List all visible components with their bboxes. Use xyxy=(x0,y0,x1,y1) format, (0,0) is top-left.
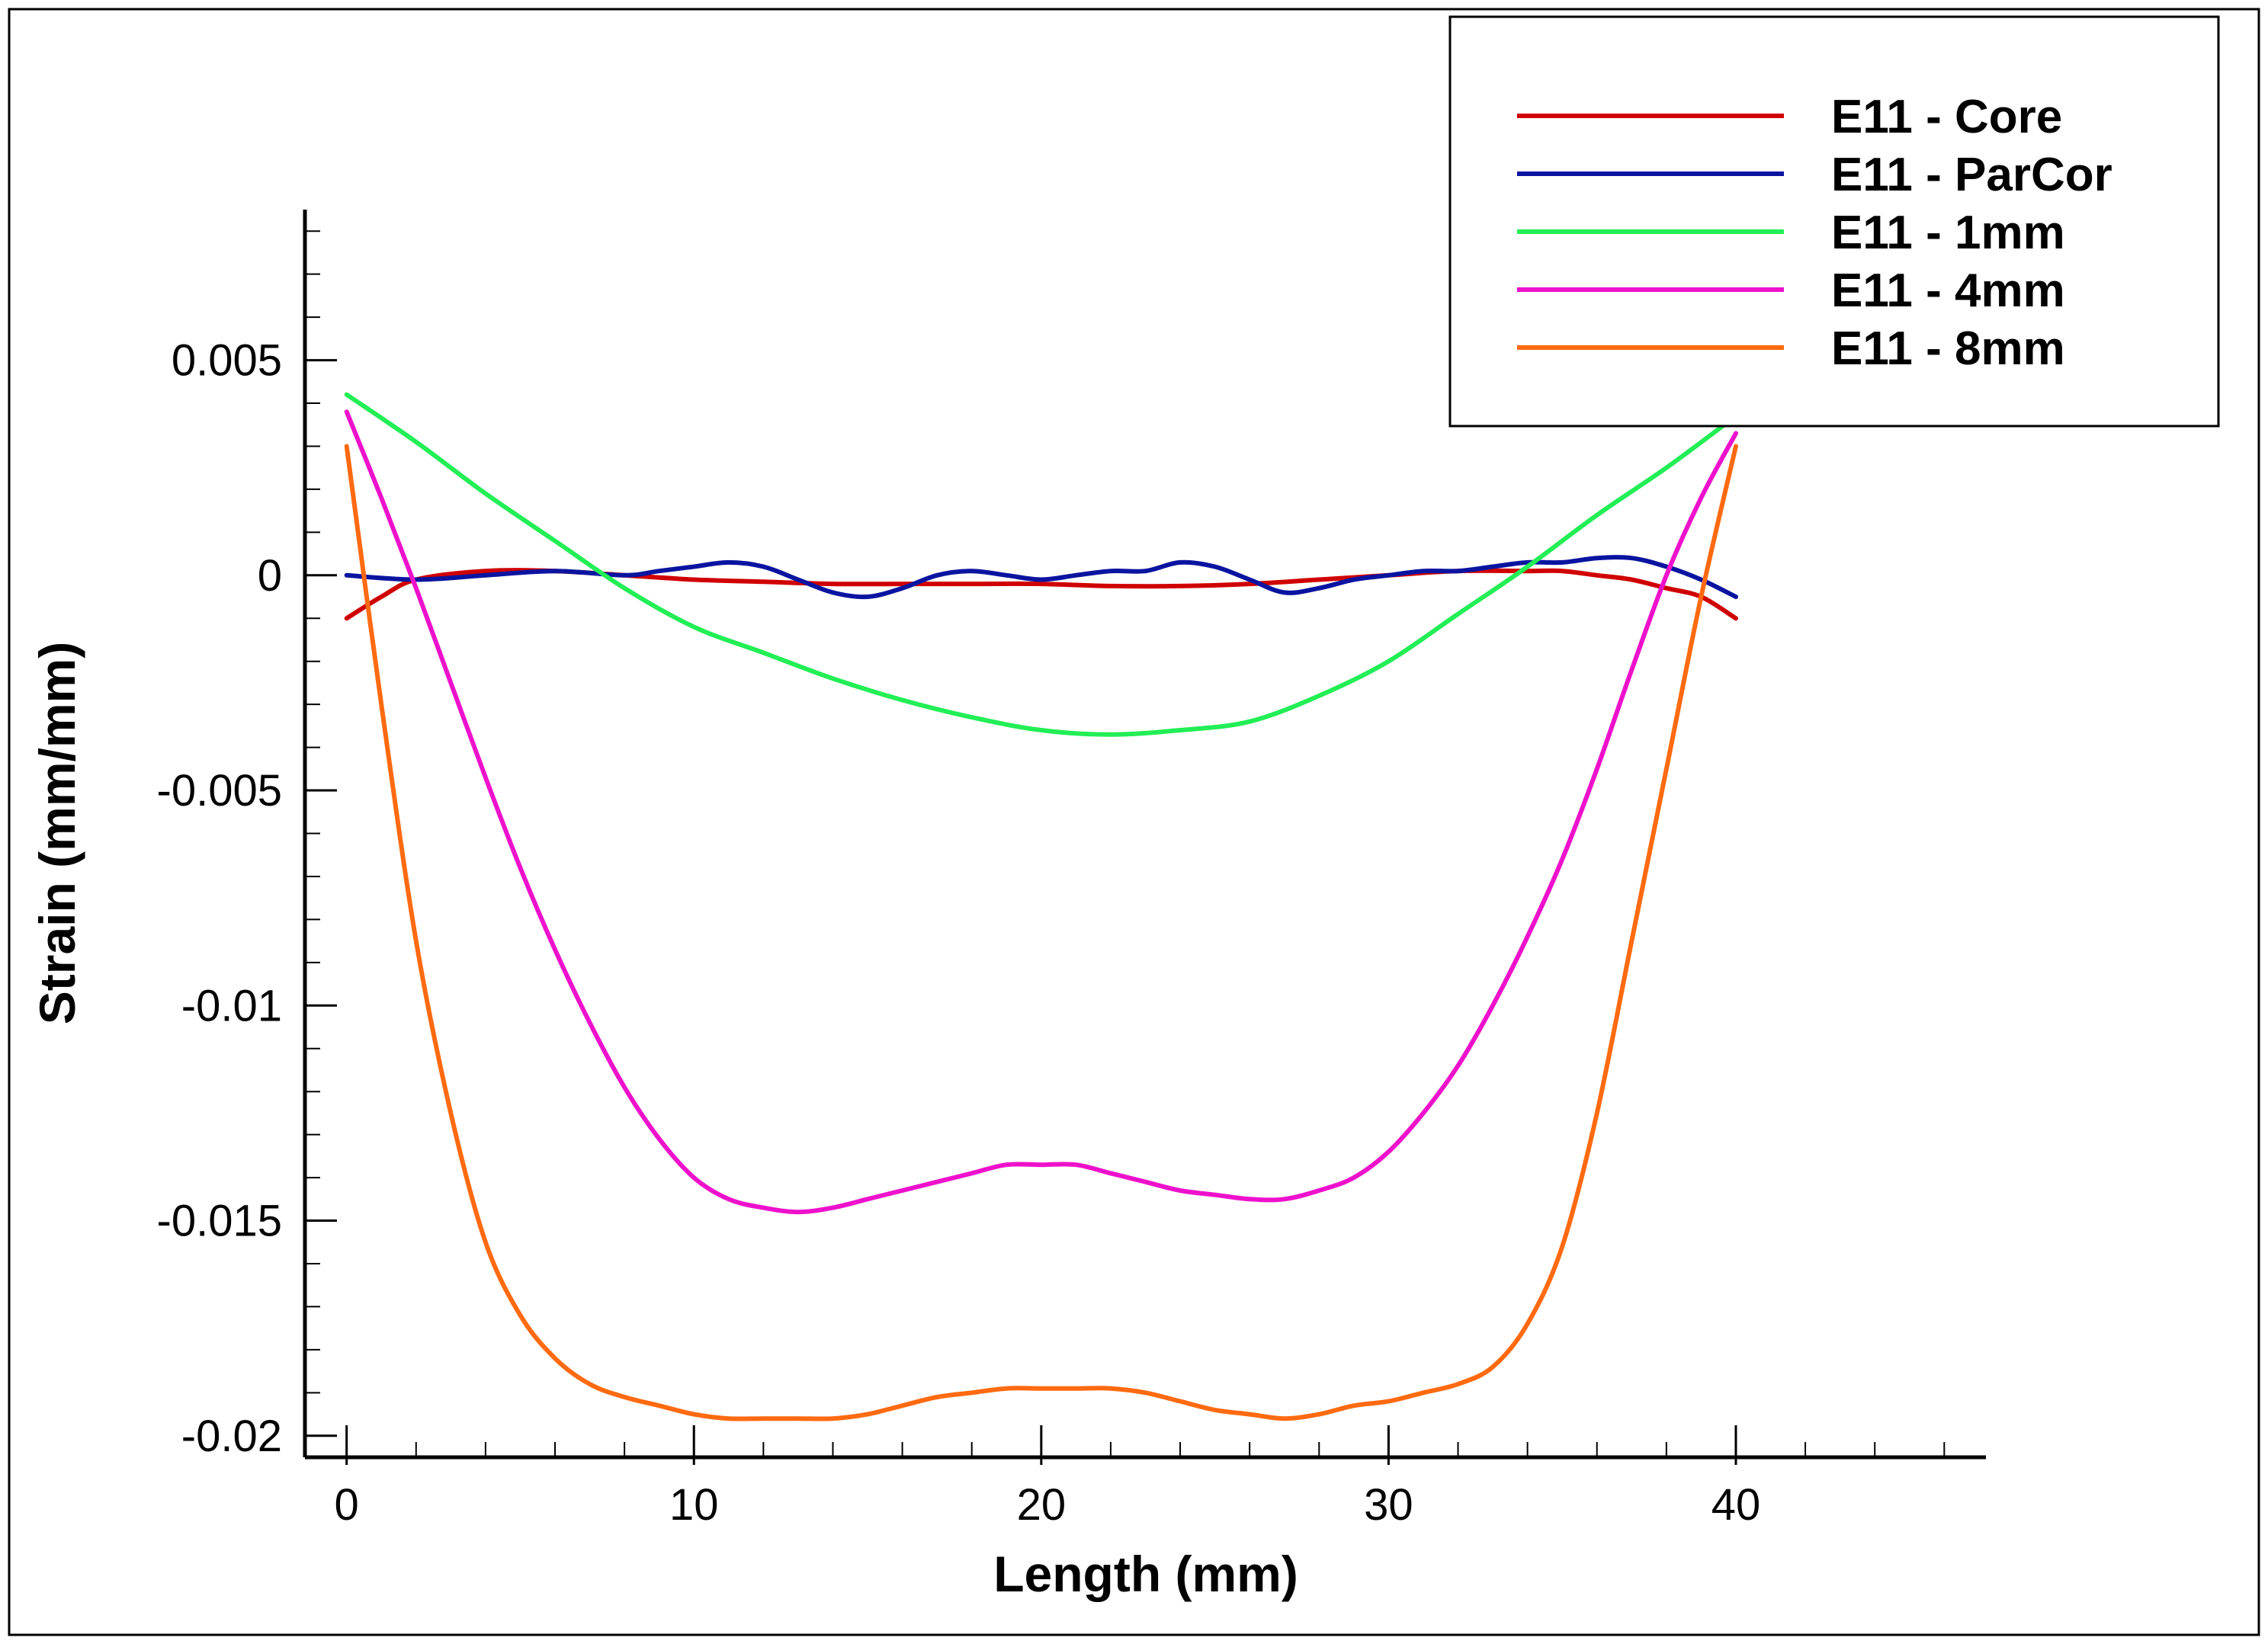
x-tick-label: 40 xyxy=(1711,1480,1761,1530)
series-layer xyxy=(344,392,1738,1421)
y-tick-label: 0.005 xyxy=(172,336,282,386)
y-tick-label: -0.01 xyxy=(181,981,282,1030)
y-axis-title: Strain (mm/mm) xyxy=(29,642,85,1024)
x-tick-label: 10 xyxy=(669,1480,719,1530)
x-tick-label: 30 xyxy=(1364,1480,1413,1530)
series-line-3 xyxy=(344,392,1738,737)
y-tick-label: 0 xyxy=(258,551,282,601)
x-tick-label: 0 xyxy=(335,1480,359,1530)
y-tick-label: -0.005 xyxy=(157,766,282,816)
series-line-5 xyxy=(344,444,1738,1421)
x-ticks-layer: 0 10 20 30 40 xyxy=(335,1425,1946,1530)
legend-label: E11 - 4mm xyxy=(1831,264,2065,317)
legend-label: E11 - Core xyxy=(1831,91,2062,143)
y-ticks-layer: 0.005 0 -0.005 -0.01 -0.015 -0.02 xyxy=(157,230,337,1461)
y-tick-label: -0.015 xyxy=(157,1197,282,1246)
legend-label: E11 - 1mm xyxy=(1831,207,2065,259)
legend-label: E11 - 8mm xyxy=(1831,322,2065,375)
series-line-4 xyxy=(344,409,1738,1215)
x-tick-label: 20 xyxy=(1017,1480,1067,1530)
legend-label: E11 - ParCor xyxy=(1831,149,2112,201)
legend-box xyxy=(1448,15,2220,428)
y-tick-label: -0.02 xyxy=(181,1412,282,1461)
series-line-2 xyxy=(344,555,1738,600)
x-axis-title: Length (mm) xyxy=(993,1546,1298,1602)
